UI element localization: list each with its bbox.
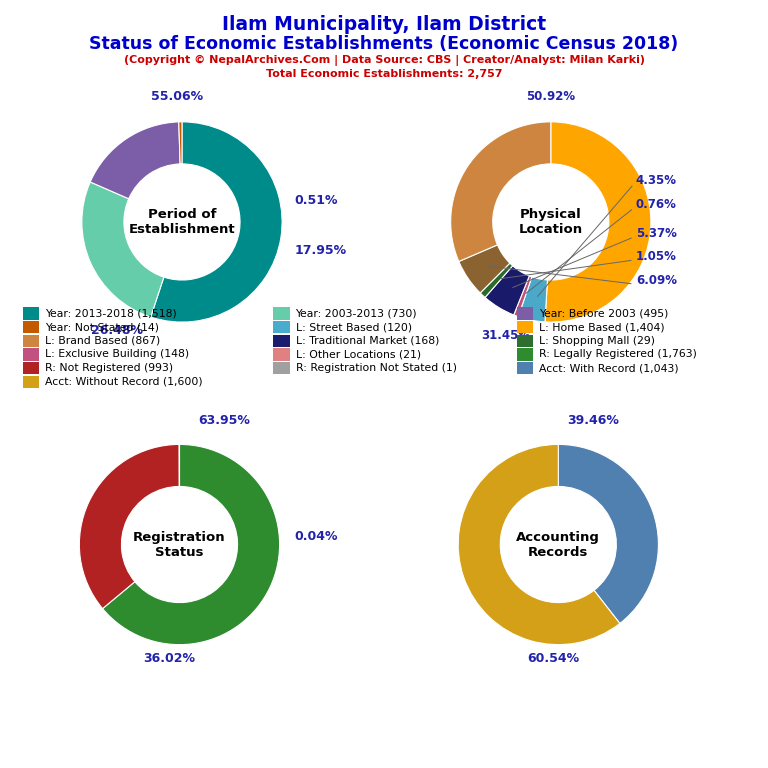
Text: 4.35%: 4.35% xyxy=(636,174,677,187)
Wedge shape xyxy=(458,445,620,644)
Bar xyxy=(273,348,290,361)
Text: Ilam Municipality, Ilam District: Ilam Municipality, Ilam District xyxy=(222,15,546,35)
Text: Accounting
Records: Accounting Records xyxy=(516,531,601,558)
Text: Year: Before 2003 (495): Year: Before 2003 (495) xyxy=(539,309,668,319)
Text: L: Exclusive Building (148): L: Exclusive Building (148) xyxy=(45,349,189,359)
Text: L: Shopping Mall (29): L: Shopping Mall (29) xyxy=(539,336,655,346)
Bar xyxy=(517,335,533,347)
Text: Year: 2003-2013 (730): Year: 2003-2013 (730) xyxy=(296,309,417,319)
Text: 26.48%: 26.48% xyxy=(91,324,143,337)
Text: R: Registration Not Stated (1): R: Registration Not Stated (1) xyxy=(296,363,456,373)
Wedge shape xyxy=(518,277,548,322)
Text: 50.92%: 50.92% xyxy=(526,90,575,103)
Wedge shape xyxy=(458,245,510,293)
Text: 5.37%: 5.37% xyxy=(636,227,677,240)
Text: Period of
Establishment: Period of Establishment xyxy=(129,208,235,236)
Text: 1.05%: 1.05% xyxy=(636,250,677,263)
Text: (Copyright © NepalArchives.Com | Data Source: CBS | Creator/Analyst: Milan Karki: (Copyright © NepalArchives.Com | Data So… xyxy=(124,55,644,66)
Text: 36.02%: 36.02% xyxy=(144,652,196,664)
Text: 17.95%: 17.95% xyxy=(294,244,346,257)
Bar xyxy=(23,335,39,347)
Wedge shape xyxy=(179,122,182,164)
Bar xyxy=(273,307,290,319)
Text: Year: 2013-2018 (1,518): Year: 2013-2018 (1,518) xyxy=(45,309,177,319)
Text: L: Street Based (120): L: Street Based (120) xyxy=(296,322,412,332)
Text: Status of Economic Establishments (Economic Census 2018): Status of Economic Establishments (Econo… xyxy=(89,35,679,52)
Bar xyxy=(23,348,39,361)
Wedge shape xyxy=(103,445,280,644)
Wedge shape xyxy=(451,122,551,261)
Text: 39.46%: 39.46% xyxy=(568,415,619,427)
Text: 0.04%: 0.04% xyxy=(295,529,338,542)
Text: 0.51%: 0.51% xyxy=(294,194,338,207)
Text: L: Brand Based (867): L: Brand Based (867) xyxy=(45,336,160,346)
Wedge shape xyxy=(82,182,164,317)
Wedge shape xyxy=(90,122,180,199)
Wedge shape xyxy=(79,445,180,608)
Bar xyxy=(23,362,39,374)
Text: L: Other Locations (21): L: Other Locations (21) xyxy=(296,349,421,359)
Bar xyxy=(273,335,290,347)
Text: L: Home Based (1,404): L: Home Based (1,404) xyxy=(539,322,664,332)
Bar xyxy=(23,376,39,388)
Text: 60.54%: 60.54% xyxy=(528,652,579,664)
Wedge shape xyxy=(151,122,282,322)
Text: 31.45%: 31.45% xyxy=(482,329,531,342)
Bar xyxy=(517,362,533,374)
Text: Acct: With Record (1,043): Acct: With Record (1,043) xyxy=(539,363,678,373)
Wedge shape xyxy=(485,266,529,315)
Text: Registration
Status: Registration Status xyxy=(133,531,226,558)
Wedge shape xyxy=(480,263,513,297)
Bar xyxy=(23,307,39,319)
Text: R: Not Registered (993): R: Not Registered (993) xyxy=(45,363,173,373)
Text: 63.95%: 63.95% xyxy=(199,415,250,427)
Text: L: Traditional Market (168): L: Traditional Market (168) xyxy=(296,336,439,346)
Wedge shape xyxy=(558,445,658,624)
Text: Acct: Without Record (1,600): Acct: Without Record (1,600) xyxy=(45,377,203,387)
Text: Total Economic Establishments: 2,757: Total Economic Establishments: 2,757 xyxy=(266,69,502,79)
Wedge shape xyxy=(514,276,532,316)
Text: 6.09%: 6.09% xyxy=(636,274,677,287)
Text: 0.76%: 0.76% xyxy=(636,198,677,211)
Text: R: Legally Registered (1,763): R: Legally Registered (1,763) xyxy=(539,349,697,359)
Bar xyxy=(517,321,533,333)
Text: Physical
Location: Physical Location xyxy=(518,208,583,236)
Bar xyxy=(517,348,533,361)
Text: Year: Not Stated (14): Year: Not Stated (14) xyxy=(45,322,159,332)
Wedge shape xyxy=(545,122,651,322)
Bar xyxy=(23,321,39,333)
Text: 55.06%: 55.06% xyxy=(151,90,203,103)
Bar xyxy=(517,307,533,319)
Bar xyxy=(273,362,290,374)
Bar xyxy=(273,321,290,333)
